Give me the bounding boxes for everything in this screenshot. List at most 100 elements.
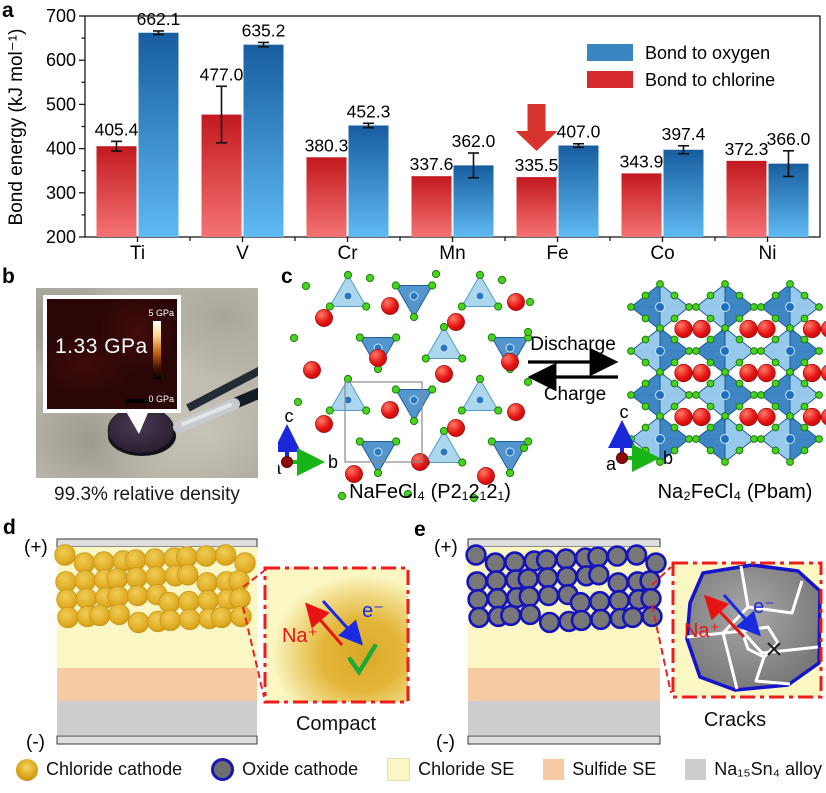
cl-atom	[505, 468, 515, 478]
chloride-cathode-particle	[127, 611, 150, 634]
cl-atom	[337, 491, 347, 501]
chart-legend-swatch	[587, 71, 633, 88]
cl-atom	[627, 391, 635, 399]
cl-atom	[706, 335, 715, 344]
oxide-cathode-particle	[486, 587, 509, 610]
oxide-cathode-particle	[569, 591, 592, 614]
cl-atom	[475, 270, 485, 280]
cl-atom	[670, 446, 679, 455]
b-axis-label: b	[663, 448, 673, 468]
check-icon	[347, 643, 378, 677]
chloride-cathode-particle	[89, 604, 111, 627]
panel-label-d: d	[3, 516, 16, 539]
oxide-cathode-particle	[641, 605, 663, 628]
inset-e-connector-bottom	[651, 604, 672, 694]
cl-atom	[409, 312, 419, 322]
cl-atom	[403, 489, 413, 499]
chloride-cathode-particle	[159, 609, 182, 632]
c-axis-label: c	[620, 402, 629, 422]
chloride-cathode-particle	[54, 544, 76, 566]
crystal-axes: c b a c b a	[278, 402, 673, 478]
cl-atom	[458, 354, 467, 363]
panel-label-b: b	[2, 265, 15, 288]
cl-atom	[757, 435, 765, 443]
fecl4-tetrahedron	[394, 285, 434, 318]
minus-electrode-d: (-)	[26, 732, 45, 753]
cl-atom	[706, 379, 715, 388]
bar-value-label: 635.2	[242, 20, 286, 40]
cl-atom	[301, 281, 311, 291]
inset-e-connector-top	[651, 566, 672, 586]
cracks-lines	[686, 565, 819, 690]
cl-atom	[391, 281, 400, 290]
na-atom	[802, 407, 822, 427]
cl-atom	[525, 297, 535, 307]
alloy-swatch-icon	[685, 759, 707, 780]
cl-atom	[656, 324, 664, 332]
fe-atom	[505, 343, 515, 353]
a-axis-label: a	[606, 454, 617, 474]
cl-atom	[487, 437, 496, 446]
na-atom	[369, 349, 387, 367]
fecl4-tetrahedron	[424, 430, 464, 463]
fecl4-tetrahedron	[394, 389, 434, 422]
cl-atom	[670, 291, 679, 300]
cl-atom	[706, 314, 715, 323]
cl-atom	[355, 437, 364, 446]
alloy-anode-layer	[57, 701, 257, 735]
chloride-cathode-particle	[126, 584, 149, 607]
cl-atom	[391, 385, 400, 394]
hardness-map-inset: 1.33 GPa 5 GPa 0 GPa	[43, 295, 181, 413]
na-atom	[757, 407, 776, 427]
bar-value-label: 452.3	[347, 101, 391, 121]
fe-atom	[439, 343, 449, 353]
cl-atom	[735, 446, 744, 455]
plus-electrode-e: (+)	[434, 537, 458, 558]
cl-atom	[656, 280, 664, 288]
bar-value-label: 343.9	[620, 151, 664, 171]
relative-density-caption: 99.3% relative density	[54, 484, 240, 505]
oxide-cathode-particle	[465, 544, 487, 566]
oxide-cathode-particle	[517, 568, 539, 590]
fe-atom	[720, 302, 730, 312]
na-atom	[802, 363, 822, 383]
cl-atom	[362, 302, 371, 311]
legend-label: Oxide cathode	[242, 759, 359, 779]
legend-label: Chloride cathode	[46, 759, 183, 779]
bar-value-label: 335.5	[515, 155, 559, 175]
fe-atom	[505, 447, 515, 457]
panel-label-c: c	[281, 265, 293, 288]
legend-item-chloride-se: Chloride SE	[387, 758, 514, 781]
hardness-value: 1.33 GPa	[55, 335, 148, 358]
cl-atom	[692, 391, 700, 399]
cl-atom	[373, 468, 383, 478]
cl-atom	[365, 273, 375, 283]
na-atom	[674, 319, 693, 339]
fe-atom	[785, 302, 795, 312]
cl-atom	[392, 333, 401, 342]
oxide-cathode-particle	[587, 546, 609, 568]
x-tick-label-Mn: Mn	[439, 243, 465, 262]
oxide-cathode-particle	[556, 566, 578, 588]
sulfide-se-layer	[57, 668, 257, 701]
na-atom	[739, 363, 758, 383]
chloride-cathode-particle	[108, 603, 130, 626]
compact-particle-blob	[272, 575, 408, 702]
cl-atom	[786, 280, 794, 288]
minus-electrode-e: (-)	[436, 732, 455, 753]
cl-atom	[800, 335, 809, 344]
a-axis-dot	[281, 456, 293, 468]
na2fecl4-label: Na₂FeCl₄ (Pbam)	[658, 481, 813, 503]
nafecl4-label: NaFeCl₄ (P2₁2₁2₁)	[349, 481, 511, 503]
na-atom	[315, 309, 333, 327]
na-atom	[447, 419, 465, 437]
bar-value-label: 362.0	[452, 131, 496, 151]
legend-item-sulfide-se: Sulfide SE	[543, 759, 656, 780]
cl-atom	[670, 358, 679, 367]
cl-atom	[641, 335, 650, 344]
oxide-cathode-particle	[484, 552, 507, 574]
cl-atom	[523, 377, 533, 387]
na-atom	[802, 319, 822, 339]
fe-atom	[475, 291, 485, 301]
na-atom	[820, 364, 826, 382]
